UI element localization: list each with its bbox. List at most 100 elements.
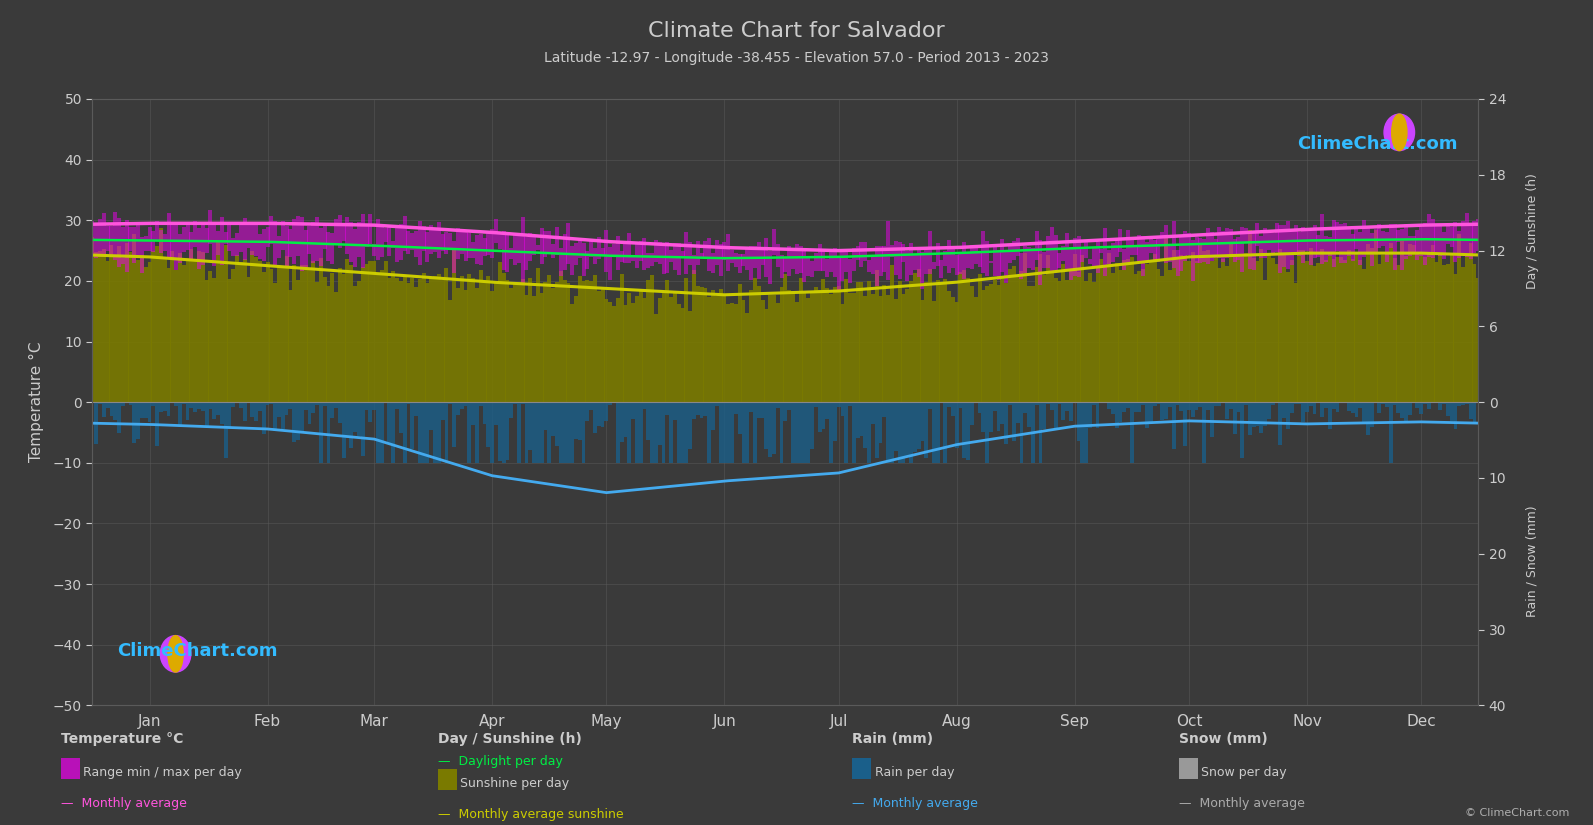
Bar [753,279,757,403]
Bar [890,245,894,257]
Bar [653,240,658,262]
Bar [464,231,467,261]
Bar [691,403,696,419]
Bar [1209,232,1214,261]
Bar [1008,246,1012,263]
Bar [828,295,833,403]
Bar [616,403,620,463]
Bar [559,403,562,463]
Bar [707,296,710,403]
Bar [604,299,609,403]
Bar [1160,403,1164,421]
Bar [970,403,973,425]
Bar [685,403,688,463]
Bar [1294,403,1297,404]
Bar [323,225,327,249]
Bar [299,403,304,431]
Bar [258,262,261,403]
Bar [231,238,236,256]
Bar [94,225,99,258]
Bar [1294,225,1298,252]
Bar [1411,245,1416,403]
Bar [1384,254,1389,403]
Bar [650,276,655,403]
Bar [1316,263,1321,403]
Bar [395,229,398,262]
Bar [1458,230,1461,258]
Bar [589,281,593,403]
Bar [174,271,178,403]
Bar [1244,228,1247,242]
Bar [847,293,852,403]
Bar [1121,261,1126,403]
Bar [910,281,913,403]
Bar [738,254,742,272]
Bar [1195,261,1198,403]
Bar [1370,248,1373,403]
Bar [699,287,704,403]
Bar [341,225,346,242]
Bar [875,403,879,458]
Bar [817,290,822,403]
Bar [113,212,118,260]
Bar [460,403,464,408]
Bar [836,257,841,290]
Bar [631,255,636,261]
Bar [867,260,871,271]
Bar [855,246,860,260]
Bar [121,227,124,264]
Bar [1378,264,1381,403]
Bar [1023,253,1027,403]
Bar [1031,403,1035,463]
Bar [387,225,392,257]
Bar [585,280,589,403]
Bar [913,254,918,270]
Bar [266,262,269,403]
Bar [1157,269,1160,403]
Bar [433,276,436,403]
Bar [1453,222,1458,262]
Bar [773,403,776,455]
Bar [1419,227,1423,257]
Bar [494,403,499,425]
Bar [204,280,209,403]
Bar [1107,403,1110,409]
Bar [1042,403,1047,429]
Bar [548,231,551,252]
Bar [1419,255,1423,403]
Bar [589,240,593,257]
Bar [311,222,315,263]
Bar [1274,223,1279,252]
Bar [479,271,483,403]
Bar [1034,231,1039,260]
Bar [935,243,940,266]
Bar [155,403,159,446]
Bar [883,403,886,417]
Bar [414,403,417,417]
Bar [272,283,277,403]
Ellipse shape [161,635,191,672]
Bar [1149,260,1153,403]
Bar [1104,266,1107,403]
Bar [299,217,304,271]
Bar [1176,250,1179,276]
Bar [1472,263,1477,403]
Bar [315,217,319,261]
Bar [285,257,288,403]
Bar [1252,231,1255,270]
Bar [327,403,330,463]
Bar [935,403,940,463]
Bar [642,238,647,270]
Bar [448,403,452,404]
Bar [1329,254,1332,403]
Bar [554,282,559,403]
Bar [99,252,102,403]
Bar [1343,224,1348,263]
Bar [1088,273,1091,403]
Bar [1168,403,1172,408]
Bar [1450,254,1454,403]
Bar [984,403,989,463]
Bar [201,225,205,265]
Bar [935,280,940,403]
Bar [1423,223,1427,265]
